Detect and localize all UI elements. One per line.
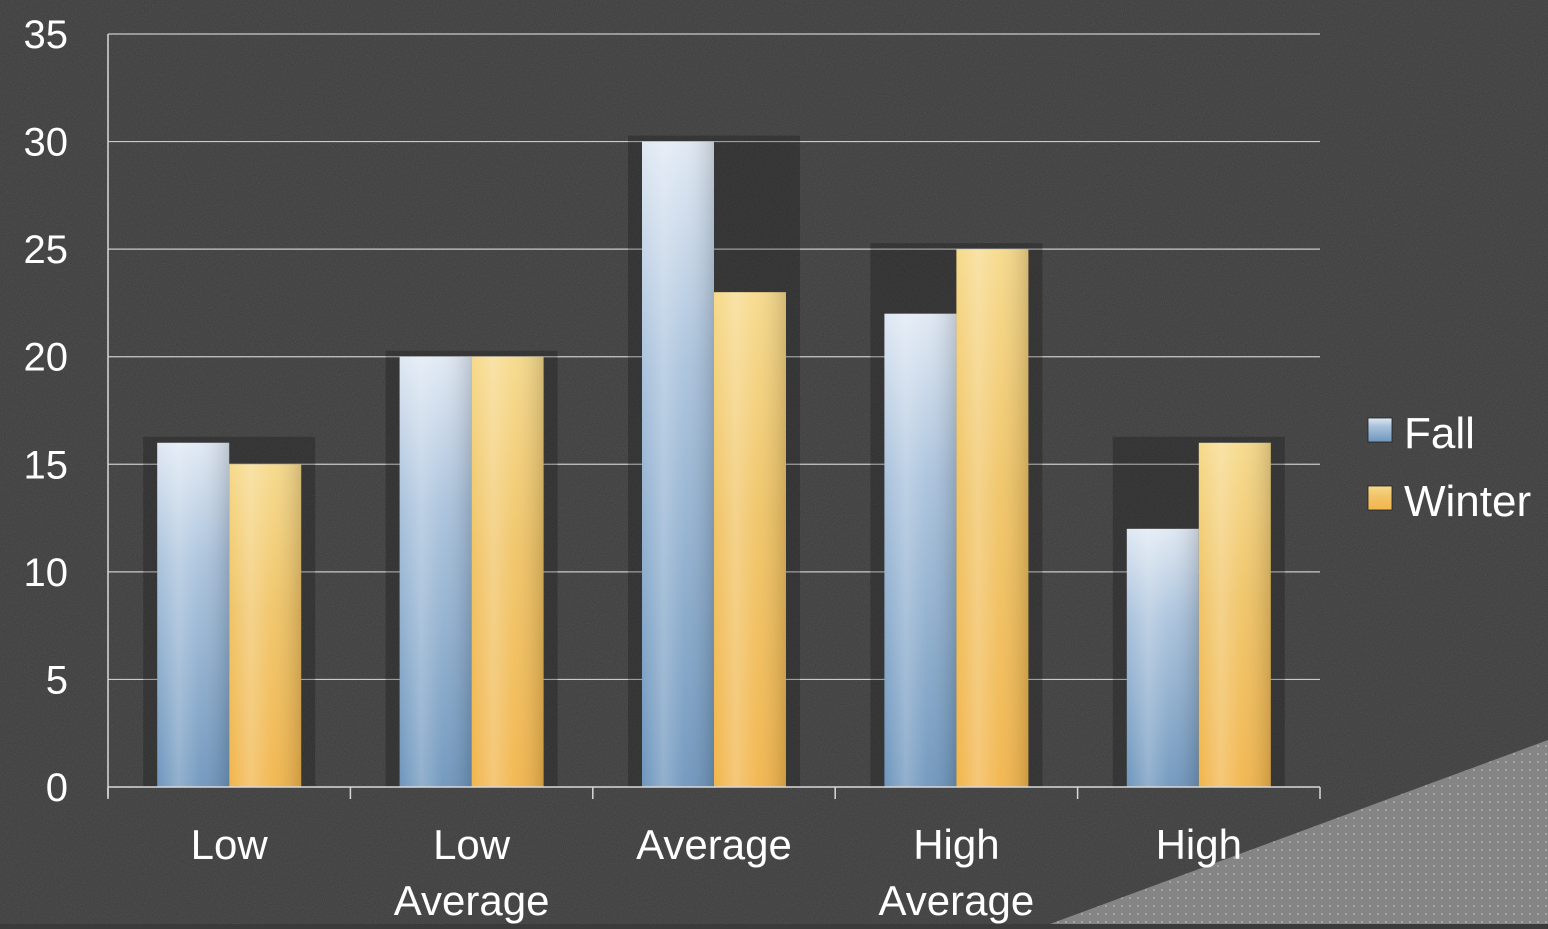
legend-swatch-fall	[1367, 417, 1393, 443]
corner-decoration	[1050, 740, 1548, 924]
y-tick-label: 15	[24, 443, 69, 487]
x-tick-label: Average	[636, 821, 792, 868]
bar-gloss	[956, 249, 1029, 788]
bar-gloss	[229, 464, 302, 787]
bar-gloss	[1198, 442, 1271, 787]
x-tick-label: Average	[879, 877, 1035, 924]
bar-gloss	[714, 292, 786, 787]
x-tick-label: Low	[433, 821, 511, 868]
legend-swatch-winter	[1367, 485, 1393, 511]
y-tick-label: 25	[24, 228, 69, 272]
legend-label-winter: Winter	[1404, 477, 1531, 526]
y-tick-label: 30	[24, 121, 69, 165]
bar-gloss	[642, 141, 714, 788]
legend-label-fall: Fall	[1404, 409, 1475, 458]
y-tick-label: 20	[24, 336, 69, 380]
y-tick-label: 10	[24, 551, 69, 595]
bar-gloss	[471, 356, 544, 787]
bar-gloss	[884, 313, 957, 787]
y-tick-label: 0	[46, 766, 68, 810]
x-tick-label: Average	[394, 877, 550, 924]
y-tick-label: 5	[46, 658, 68, 702]
x-tick-label: High	[913, 821, 999, 868]
y-tick-label: 35	[24, 13, 69, 57]
bar-gloss	[399, 356, 472, 787]
bar-gloss	[157, 442, 230, 787]
x-tick-label: High	[1156, 821, 1242, 868]
x-tick-label: Low	[191, 821, 269, 868]
bar-gloss	[1126, 528, 1199, 787]
